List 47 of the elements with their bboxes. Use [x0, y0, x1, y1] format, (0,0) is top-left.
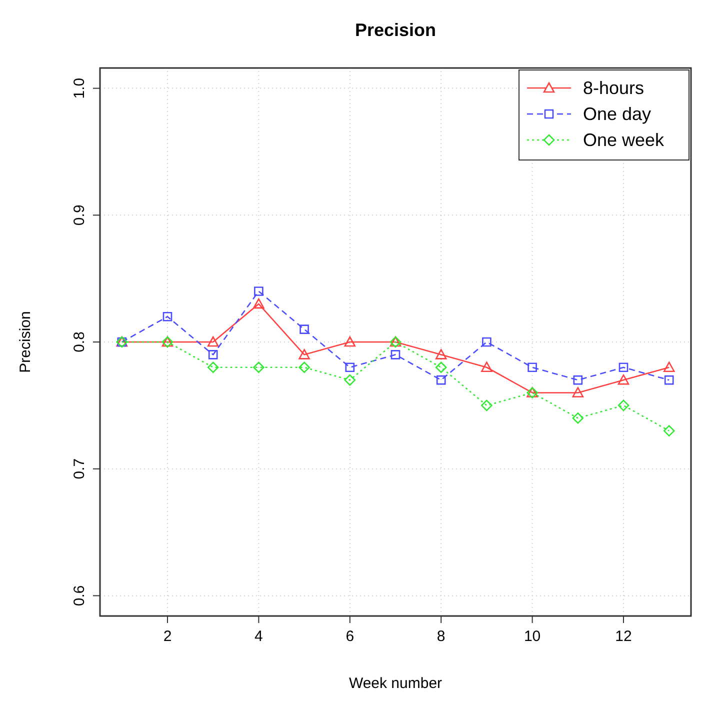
point — [481, 400, 492, 412]
point — [207, 362, 219, 374]
x-tick-label: 6 — [346, 628, 354, 645]
point — [664, 375, 674, 385]
x-tick-label: 2 — [163, 628, 172, 645]
point — [344, 374, 356, 386]
y-axis-title: Precision — [17, 311, 34, 373]
point — [208, 350, 218, 360]
y-tick-label: 1.0 — [71, 78, 88, 99]
point — [207, 336, 219, 347]
point — [618, 374, 630, 385]
x-tick-label: 10 — [524, 628, 541, 645]
x-tick-label: 4 — [254, 628, 263, 645]
point — [618, 400, 630, 412]
point — [481, 362, 492, 372]
point — [572, 387, 584, 398]
y-tick-label: 0.7 — [71, 458, 88, 480]
y-tick-label: 0.9 — [71, 204, 88, 226]
point — [663, 425, 675, 436]
point — [298, 349, 310, 360]
point — [618, 362, 628, 372]
legend-label: 8-hours — [583, 78, 644, 98]
chart-title: Precision — [354, 20, 436, 40]
point — [344, 336, 356, 347]
point — [528, 362, 537, 372]
point — [162, 312, 172, 322]
point — [254, 286, 264, 296]
point — [298, 362, 310, 374]
point — [573, 375, 583, 385]
point — [482, 337, 492, 347]
point — [435, 362, 447, 374]
point — [436, 375, 446, 385]
x-axis-title: Week number — [348, 675, 442, 692]
point — [300, 324, 309, 334]
point — [663, 362, 675, 372]
point — [435, 349, 447, 360]
x-tick-label: 12 — [615, 628, 632, 645]
point — [253, 362, 264, 374]
x-tick-label: 8 — [436, 628, 446, 645]
legend-label: One week — [583, 130, 666, 150]
y-tick-label: 0.8 — [71, 332, 88, 352]
y-tick-label: 0.6 — [71, 585, 88, 606]
point — [390, 350, 400, 360]
point — [253, 298, 264, 309]
point — [345, 362, 355, 372]
point — [572, 412, 584, 424]
legend-label: One day — [583, 104, 652, 124]
